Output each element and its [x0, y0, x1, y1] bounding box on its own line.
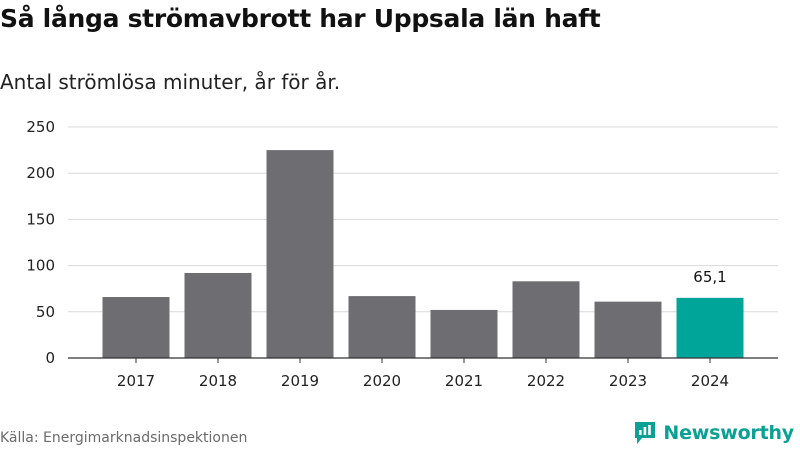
- bar-chart: 0 50 100 150 200 250 2017 2018 2019 2020 2021 2022 2…: [26, 118, 778, 390]
- y-tick-label: 250: [26, 118, 55, 136]
- y-tick-label: 150: [26, 210, 55, 228]
- x-tick-label: 2021: [445, 372, 483, 390]
- bar: [594, 301, 662, 358]
- bar: [266, 150, 334, 358]
- data-label: 65,1: [693, 268, 726, 286]
- y-tick-label: 50: [36, 303, 55, 321]
- x-tick-label: 2020: [363, 372, 401, 390]
- bar: [430, 309, 498, 358]
- source-note: Källa: Energimarknadsinspektionen: [0, 430, 248, 446]
- bar: [102, 297, 170, 358]
- bar: [676, 297, 744, 358]
- y-tick-label: 200: [26, 164, 55, 182]
- y-tick-label: 0: [45, 349, 55, 367]
- x-tick-label: 2018: [199, 372, 237, 390]
- chart-title: Så långa strömavbrott har Uppsala län ha…: [0, 4, 601, 33]
- x-tick-label: 2017: [117, 372, 155, 390]
- bar: [348, 296, 416, 358]
- x-tick-label: 2023: [609, 372, 647, 390]
- newsworthy-logo: Newsworthy: [633, 420, 794, 446]
- x-tick-label: 2022: [527, 372, 565, 390]
- chart-subtitle: Antal strömlösa minuter, år för år.: [0, 70, 341, 94]
- bar: [512, 281, 580, 358]
- x-tick-label: 2024: [691, 372, 729, 390]
- x-tick-label: 2019: [281, 372, 319, 390]
- newsworthy-logo-icon: [635, 422, 656, 444]
- y-tick-label: 100: [26, 257, 55, 275]
- bar: [184, 272, 252, 358]
- newsworthy-logo-text: Newsworthy: [663, 422, 794, 444]
